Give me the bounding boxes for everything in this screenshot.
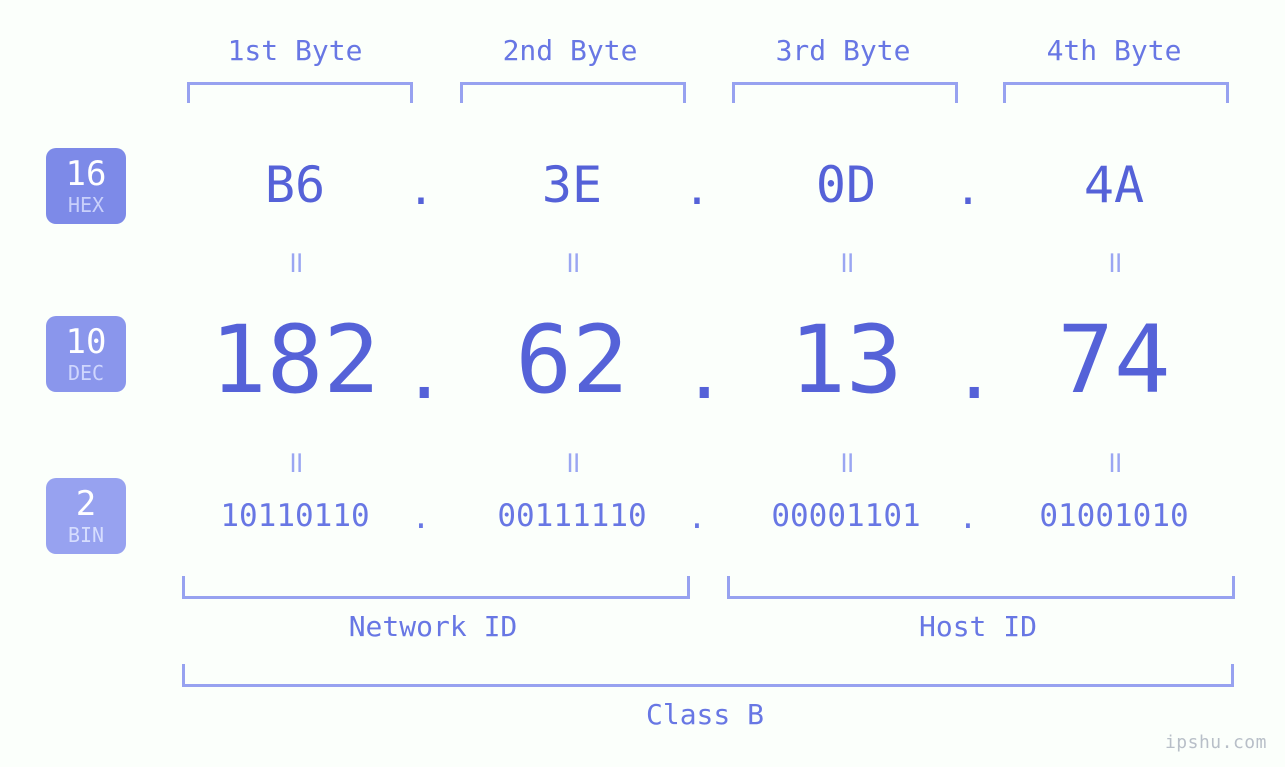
dec-dot-2: . <box>682 330 712 416</box>
equals-icon: ॥ <box>1094 440 1134 481</box>
hex-dot-2: . <box>682 164 712 215</box>
top-bracket-3 <box>732 82 958 103</box>
bin-dot-1: . <box>406 500 436 536</box>
dec-byte-4: 74 <box>999 306 1229 415</box>
hex-byte-3: 0D <box>746 156 946 214</box>
badge-bin: 2 BIN <box>46 478 126 554</box>
byte-header-2: 2nd Byte <box>460 34 680 67</box>
bin-byte-2: 00111110 <box>442 498 702 534</box>
badge-hex-num: 16 <box>66 156 107 193</box>
badge-hex-label: HEX <box>68 194 104 216</box>
hex-byte-4: 4A <box>1014 156 1214 214</box>
dec-byte-2: 62 <box>457 306 687 415</box>
top-bracket-2 <box>460 82 686 103</box>
equals-icon: ॥ <box>1094 240 1134 281</box>
badge-dec-num: 10 <box>66 324 107 361</box>
badge-bin-label: BIN <box>68 524 104 546</box>
byte-header-3: 3rd Byte <box>733 34 953 67</box>
badge-dec: 10 DEC <box>46 316 126 392</box>
equals-icon: ॥ <box>275 240 315 281</box>
bracket-class <box>182 664 1234 687</box>
bin-dot-3: . <box>953 500 983 536</box>
bin-byte-4: 01001010 <box>984 498 1244 534</box>
bracket-network <box>182 576 690 599</box>
hex-dot-3: . <box>953 164 983 215</box>
bracket-host <box>727 576 1235 599</box>
equals-icon: ॥ <box>552 440 592 481</box>
label-class: Class B <box>182 698 1228 731</box>
hex-byte-1: B6 <box>195 156 395 214</box>
label-host-id: Host ID <box>727 610 1229 643</box>
dec-dot-1: . <box>402 330 432 416</box>
dec-byte-1: 182 <box>180 306 410 415</box>
badge-bin-num: 2 <box>76 486 96 523</box>
watermark: ipshu.com <box>1165 732 1267 753</box>
equals-icon: ॥ <box>552 240 592 281</box>
byte-header-4: 4th Byte <box>1004 34 1224 67</box>
dec-dot-3: . <box>952 330 982 416</box>
dec-byte-3: 13 <box>731 306 961 415</box>
equals-icon: ॥ <box>826 440 866 481</box>
top-bracket-4 <box>1003 82 1229 103</box>
byte-header-1: 1st Byte <box>185 34 405 67</box>
ip-diagram: 16 HEX 10 DEC 2 BIN 1st Byte 2nd Byte 3r… <box>0 0 1285 767</box>
top-bracket-1 <box>187 82 413 103</box>
bin-dot-2: . <box>682 500 712 536</box>
equals-icon: ॥ <box>826 240 866 281</box>
equals-icon: ॥ <box>275 440 315 481</box>
bin-byte-3: 00001101 <box>716 498 976 534</box>
hex-dot-1: . <box>406 164 436 215</box>
hex-byte-2: 3E <box>472 156 672 214</box>
bin-byte-1: 10110110 <box>165 498 425 534</box>
badge-dec-label: DEC <box>68 362 104 384</box>
label-network-id: Network ID <box>182 610 684 643</box>
badge-hex: 16 HEX <box>46 148 126 224</box>
